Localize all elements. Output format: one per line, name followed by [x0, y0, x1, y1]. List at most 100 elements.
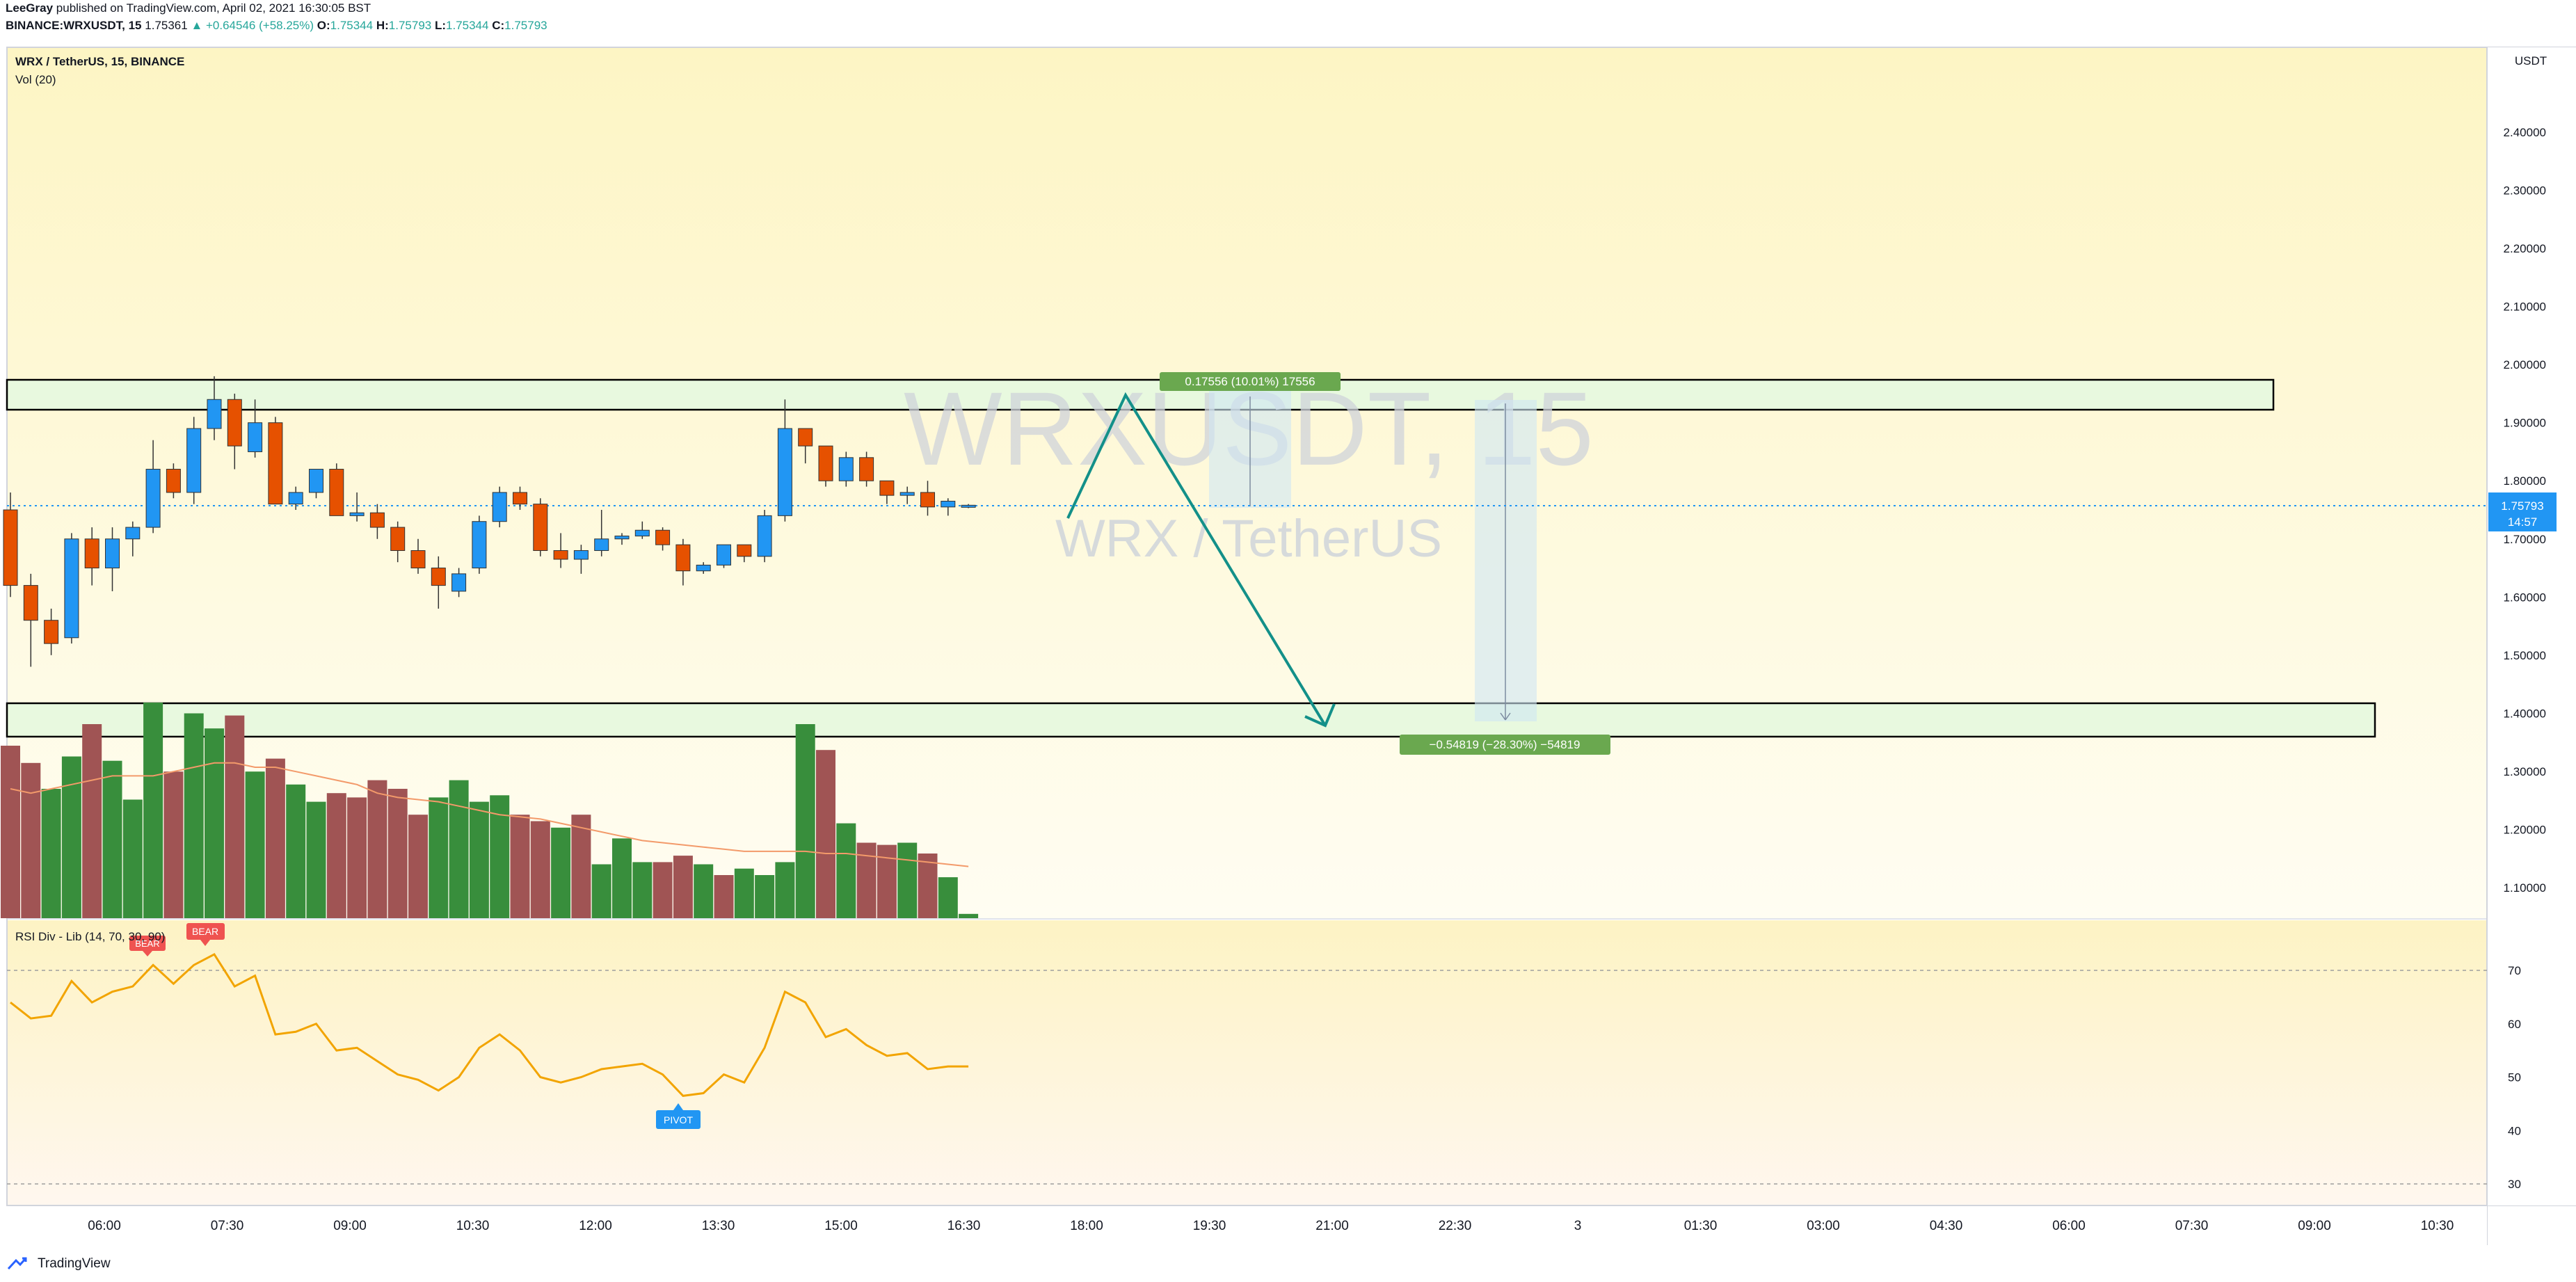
candle[interactable] — [798, 428, 813, 447]
volume-bar[interactable] — [184, 713, 204, 919]
candle[interactable] — [186, 428, 202, 493]
volume-bar[interactable] — [938, 877, 958, 918]
volume-bar[interactable] — [734, 868, 754, 918]
volume-bar[interactable] — [205, 728, 224, 918]
volume-bar[interactable] — [571, 815, 591, 918]
volume-bar[interactable] — [612, 838, 632, 918]
volume-bar[interactable] — [326, 793, 346, 918]
candle[interactable] — [451, 573, 467, 592]
volume-bar[interactable] — [408, 815, 428, 918]
volume-bar[interactable] — [694, 864, 714, 919]
volume-bar[interactable] — [775, 862, 795, 918]
candle[interactable] — [717, 544, 731, 566]
candle[interactable] — [594, 538, 609, 551]
candle[interactable] — [248, 422, 263, 452]
candle[interactable] — [410, 550, 426, 569]
volume-bar[interactable] — [387, 789, 408, 918]
candle[interactable] — [899, 492, 915, 496]
footer-brand[interactable]: TradingView — [38, 1256, 111, 1271]
candle[interactable] — [44, 620, 59, 644]
candle[interactable] — [431, 568, 446, 586]
volume-bar[interactable] — [265, 758, 285, 918]
time-axis[interactable] — [7, 1206, 2487, 1245]
candle[interactable] — [349, 512, 365, 516]
candle[interactable] — [125, 527, 141, 540]
candle[interactable] — [472, 521, 487, 569]
volume-bar[interactable] — [429, 797, 449, 918]
volume-bar[interactable] — [21, 762, 41, 918]
candle[interactable] — [288, 492, 303, 505]
price-axis[interactable] — [2488, 47, 2576, 1205]
volume-bar[interactable] — [82, 724, 102, 918]
volume-bar[interactable] — [367, 780, 387, 918]
volume-bar[interactable] — [225, 715, 245, 918]
candle[interactable] — [859, 457, 874, 481]
candle[interactable] — [145, 469, 161, 528]
candle[interactable] — [696, 564, 711, 572]
volume-bar[interactable] — [918, 854, 938, 918]
candle[interactable] — [309, 469, 323, 493]
candle[interactable] — [268, 422, 283, 505]
volume-bar[interactable] — [102, 760, 122, 918]
volume-bar[interactable] — [41, 789, 61, 918]
volume-bar[interactable] — [61, 756, 81, 919]
volume-bar[interactable] — [551, 827, 571, 918]
volume-bar[interactable] — [816, 750, 835, 918]
volume-bar[interactable] — [632, 862, 653, 918]
volume-bar[interactable] — [1, 746, 20, 918]
candle[interactable] — [675, 544, 691, 572]
volume-bar[interactable] — [449, 780, 469, 918]
legend-vol[interactable]: Vol (20) — [15, 73, 56, 86]
volume-bar[interactable] — [347, 797, 367, 918]
volume-bar[interactable] — [530, 821, 550, 919]
volume-bar[interactable] — [714, 875, 734, 918]
candle[interactable] — [513, 492, 527, 505]
candle[interactable] — [634, 529, 650, 537]
candle[interactable] — [553, 550, 568, 560]
bear-marker-2[interactable]: BEAR — [186, 923, 225, 946]
author-name[interactable]: LeeGray — [6, 1, 54, 15]
candle[interactable] — [166, 469, 181, 493]
volume-bar[interactable] — [510, 815, 530, 918]
volume-bar[interactable] — [877, 844, 897, 918]
volume-bar[interactable] — [897, 842, 918, 919]
candle[interactable] — [329, 469, 344, 516]
rsi-pane[interactable] — [7, 920, 2487, 1205]
legend-rsi[interactable]: RSI Div - Lib (14, 70, 30, 90) — [15, 930, 165, 943]
candle[interactable] — [777, 428, 792, 516]
resistance-zone[interactable] — [6, 378, 2275, 411]
volume-bar[interactable] — [122, 799, 143, 919]
support-zone[interactable] — [6, 702, 2376, 738]
projection-path[interactable] — [1066, 392, 1327, 727]
volume-bar[interactable] — [836, 823, 856, 918]
candle[interactable] — [105, 538, 120, 569]
volume-bar[interactable] — [755, 875, 775, 918]
volume-bar[interactable] — [469, 801, 489, 918]
volume-bar[interactable] — [286, 784, 306, 918]
candle[interactable] — [614, 536, 630, 540]
candle[interactable] — [533, 504, 548, 551]
volume-bar[interactable] — [591, 864, 611, 919]
volume-bar[interactable] — [306, 801, 326, 918]
candle[interactable] — [838, 457, 854, 481]
candle[interactable] — [655, 529, 671, 545]
candle[interactable] — [492, 492, 507, 522]
legend-title[interactable]: WRX / TetherUS, 15, BINANCE — [15, 55, 184, 68]
volume-bar[interactable] — [245, 771, 265, 918]
volume-bar[interactable] — [163, 771, 184, 918]
candle[interactable] — [207, 399, 222, 429]
candle[interactable] — [390, 527, 406, 551]
volume-bar[interactable] — [143, 703, 163, 918]
volume-bar[interactable] — [856, 842, 877, 919]
candle[interactable] — [941, 500, 956, 508]
candle[interactable] — [64, 538, 79, 639]
candle[interactable] — [757, 515, 772, 557]
candle[interactable] — [920, 492, 935, 508]
volume-bar[interactable] — [795, 724, 815, 918]
candle[interactable] — [737, 544, 752, 557]
candle[interactable] — [818, 445, 833, 481]
candle[interactable] — [23, 585, 38, 621]
volume-bar[interactable] — [673, 856, 693, 918]
bear-marker-1[interactable]: BEAR — [129, 936, 166, 956]
